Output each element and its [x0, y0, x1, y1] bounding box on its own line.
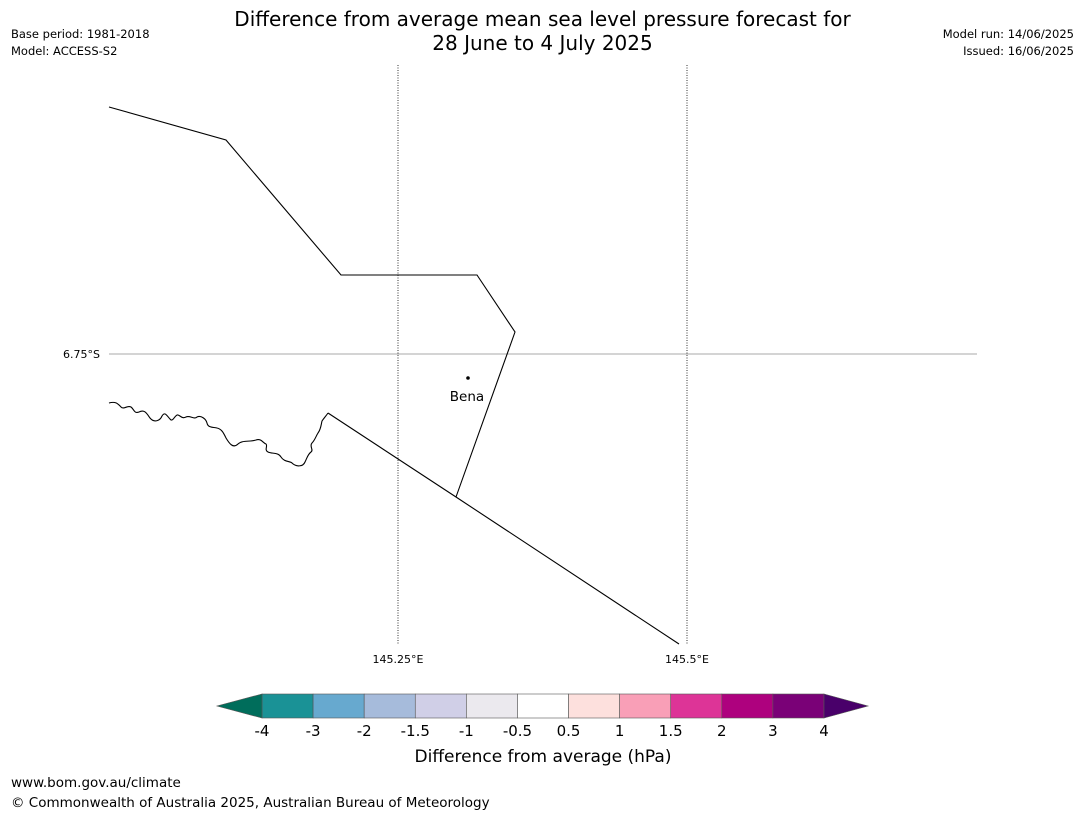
colorbar-tick-label: 1.5	[659, 722, 683, 740]
colorbar	[215, 693, 870, 719]
colorbar-over-arrow	[823, 693, 870, 719]
colorbar-tick-label: 3	[768, 722, 778, 740]
colorbar-tick-label: -3	[306, 722, 321, 740]
lat-label-6-75: 6.75°S	[63, 348, 100, 361]
issued-date: Issued: 16/06/2025	[963, 44, 1074, 58]
colorbar-tick-label: -1.5	[401, 722, 430, 740]
colorbar-tick-label: -2	[357, 722, 372, 740]
place-marker-dot	[466, 376, 470, 380]
province-boundary-south	[327, 412, 680, 645]
colorbar-segment	[517, 693, 569, 719]
colorbar-tick-label: 0.5	[557, 722, 581, 740]
colorbar-segment	[721, 693, 774, 719]
colorbar-under-arrow	[215, 693, 263, 719]
colorbar-segment	[568, 693, 620, 719]
colorbar-title: Difference from average (hPa)	[415, 747, 672, 767]
colorbar-segment	[466, 693, 518, 719]
colorbar-segment	[312, 693, 365, 719]
colorbar-segment	[414, 693, 467, 719]
colorbar-tick-label: 2	[717, 722, 727, 740]
chart-title: Difference from average mean sea level p…	[0, 7, 1085, 55]
title-line-2: 28 June to 4 July 2025	[432, 31, 653, 55]
base-period: Base period: 1981-2018	[11, 27, 150, 41]
colorbar-segment	[772, 693, 825, 719]
lon-label-145-5: 145.5°E	[665, 653, 709, 666]
colorbar-segment	[619, 693, 672, 719]
model-name: Model: ACCESS-S2	[11, 44, 118, 58]
province-boundary-north	[108, 106, 516, 498]
place-label-bena: Bena	[450, 389, 484, 405]
meta-left: Base period: 1981-2018 Model: ACCESS-S2	[11, 26, 150, 60]
river-coastline	[108, 401, 329, 467]
model-run: Model run: 14/06/2025	[942, 27, 1074, 41]
lon-label-145-25: 145.25°E	[373, 653, 424, 666]
title-line-1: Difference from average mean sea level p…	[234, 7, 851, 31]
colorbar-segment	[670, 693, 723, 719]
colorbar-tick-label: -4	[255, 722, 270, 740]
colorbar-tick-label: 1	[615, 722, 625, 740]
colorbar-tick-label: -1	[459, 722, 474, 740]
colorbar-segment	[363, 693, 416, 719]
colorbar-segment	[261, 693, 314, 719]
colorbar-tick-label: -0.5	[503, 722, 532, 740]
footer-url: www.bom.gov.au/climate	[11, 775, 181, 791]
footer-copyright: © Commonwealth of Australia 2025, Austra…	[11, 795, 490, 811]
colorbar-tick-label: 4	[819, 722, 829, 740]
colorbar-ticks: -4 -3 -2 -1.5 -1 -0.5 0.5 1 1.5 2 3 4	[255, 722, 829, 740]
meta-right: Model run: 14/06/2025 Issued: 16/06/2025	[943, 26, 1074, 60]
